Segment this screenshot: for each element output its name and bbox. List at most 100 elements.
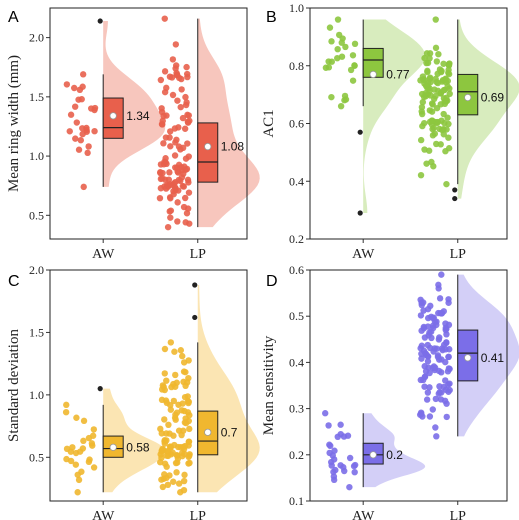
data-point (177, 103, 184, 111)
data-point (91, 104, 99, 112)
data-point (183, 99, 190, 106)
data-point (172, 41, 180, 48)
data-point (158, 447, 166, 454)
data-point (426, 384, 433, 391)
data-point (419, 122, 426, 130)
data-point (184, 73, 191, 81)
mean-label: 0.77 (386, 67, 410, 81)
data-point (72, 461, 80, 468)
data-point (80, 417, 88, 425)
data-point (173, 469, 180, 476)
data-point (427, 92, 434, 99)
panel-a: A Mean ring width (mm) 0.5 1.0 1.5 2.0 AW LP 1.3… (6, 7, 260, 262)
data-point (76, 86, 84, 94)
data-point (440, 86, 448, 94)
violin-aw (103, 388, 166, 493)
data-point (432, 424, 439, 431)
data-point (322, 410, 329, 417)
mean-label: 0.7 (221, 425, 238, 439)
data-point (163, 399, 171, 407)
data-point (417, 171, 425, 179)
data-point (172, 416, 179, 423)
y-tick-label: 1.0 (29, 388, 44, 402)
x-category-label: LP (450, 247, 467, 262)
data-point (426, 107, 434, 114)
data-point (432, 395, 440, 403)
data-point (181, 393, 189, 401)
x-category-label: AW (352, 247, 375, 262)
data-point (174, 218, 181, 225)
data-point (161, 416, 168, 423)
x-category-label: AW (92, 509, 115, 520)
data-point (351, 40, 359, 47)
y-tick-label: 2.0 (29, 31, 44, 45)
data-point (423, 59, 430, 67)
data-point (73, 414, 80, 421)
data-point (177, 177, 184, 185)
data-point (167, 406, 175, 413)
data-point (440, 60, 447, 67)
data-point (157, 161, 165, 168)
violin-lp (197, 284, 260, 493)
data-point (328, 58, 336, 65)
data-point (167, 207, 175, 214)
data-point (178, 431, 185, 439)
data-point (184, 379, 191, 386)
data-point (177, 347, 185, 354)
data-point (426, 369, 433, 377)
data-point (179, 114, 187, 122)
data-point (167, 339, 175, 346)
data-point (435, 285, 442, 292)
data-point (67, 111, 75, 118)
violin-aw (363, 413, 426, 488)
data-point (166, 134, 173, 141)
data-point (337, 421, 344, 428)
data-point (174, 443, 182, 451)
data-point (63, 455, 70, 463)
data-point (163, 463, 170, 470)
data-point (90, 464, 98, 471)
data-point (83, 124, 90, 132)
y-axis-title: Mean sensitivity (261, 335, 277, 435)
data-point (158, 430, 165, 437)
data-point (445, 120, 452, 128)
x-category-label: AW (92, 247, 115, 262)
data-point (430, 348, 437, 355)
data-point (424, 323, 432, 330)
data-point (159, 382, 167, 389)
data-point (425, 147, 433, 154)
data-point (423, 160, 430, 167)
data-point (438, 271, 445, 278)
data-point (90, 426, 98, 433)
data-point (439, 126, 446, 134)
data-point (161, 345, 169, 353)
data-point (172, 371, 179, 379)
data-point (417, 77, 424, 84)
data-point (63, 81, 71, 88)
mean-marker (109, 112, 117, 120)
mean-label: 1.08 (221, 140, 245, 154)
data-point (183, 165, 191, 173)
data-point (160, 112, 167, 120)
data-point (175, 401, 182, 408)
data-point (171, 348, 178, 355)
y-tick-label: 0.2 (289, 232, 304, 246)
data-point (185, 179, 192, 186)
data-point (331, 447, 338, 454)
data-point (330, 473, 338, 480)
data-point (180, 368, 188, 375)
data-point (446, 346, 453, 353)
data-point (432, 92, 439, 100)
data-point (84, 149, 91, 157)
data-point (173, 452, 180, 459)
data-point (172, 411, 179, 418)
panel-letter: B (266, 9, 277, 26)
violin-aw (103, 21, 166, 187)
data-point (417, 136, 425, 144)
box-lp (197, 122, 219, 183)
data-point (157, 185, 165, 192)
data-point (436, 295, 444, 302)
data-point (349, 52, 357, 59)
data-point (72, 135, 79, 142)
data-point (160, 140, 167, 147)
